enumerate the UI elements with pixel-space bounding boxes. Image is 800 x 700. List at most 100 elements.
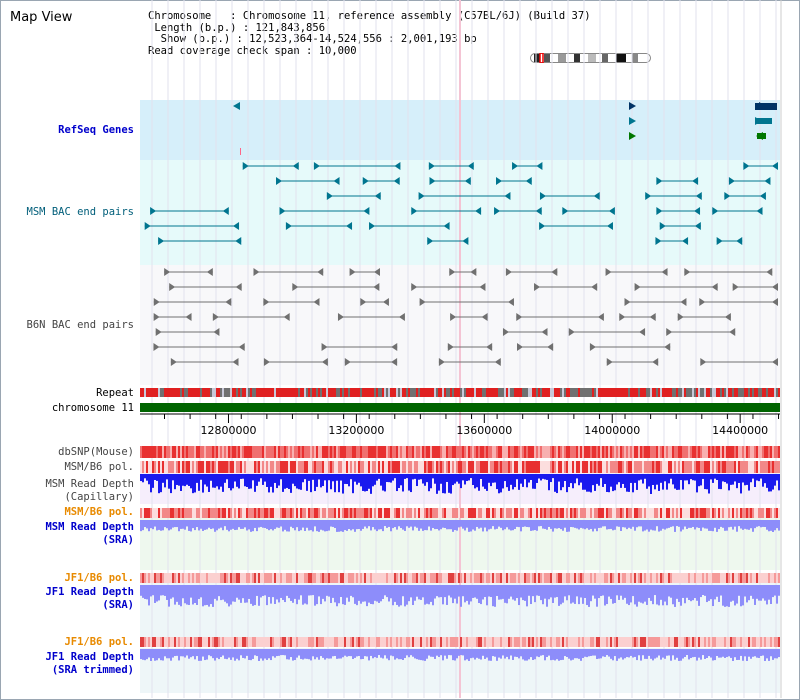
jf1-depth-sra-bar (216, 585, 218, 601)
jf1-pol-heat-cell (222, 573, 224, 583)
msm-bac-end (525, 177, 532, 185)
msm-pol-sra-heat-cell (146, 508, 148, 518)
jf1-pol-heat-cell (674, 573, 676, 583)
chromosome-value: Chromosome 11, reference assembly (C57BL… (242, 10, 591, 22)
track-label-jf1-read-depth-sra[interactable]: JF1 Read Depth (45, 586, 134, 598)
msm-pol-sra-heat-cell (196, 508, 198, 518)
jf1-pol-heat-cell (420, 573, 422, 583)
jf1-pol-trimmed-heat-cell (466, 637, 468, 647)
jf1-depth-sra-bar (546, 585, 548, 607)
jf1-pol-heat-cell (372, 573, 374, 583)
msm-bac-end (279, 207, 286, 215)
msm-depth-sra-bar (256, 520, 258, 532)
jf1-pol-trimmed-heat-cell (294, 637, 296, 647)
msm-depth-sra-bar (320, 520, 322, 530)
msm-depth-capillary-bar (628, 474, 630, 492)
track-label-jf1-read-depth-trimmed[interactable]: JF1 Read Depth (45, 651, 134, 663)
jf1-depth-sra-bar (650, 585, 652, 601)
msm-pol-heat-cell (308, 461, 310, 473)
track-label-msm-read-depth-sra[interactable]: MSM Read Depth (45, 521, 134, 533)
dbsnp-heat-cell (238, 446, 240, 458)
msm-depth-sra-bar (316, 520, 318, 532)
msm-depth-capillary-bar (346, 474, 348, 485)
msm-depth-sra-bar (322, 520, 324, 531)
jf1-pol-trimmed-heat-cell (776, 637, 778, 647)
msm-pol-heat-cell (202, 461, 204, 473)
chromosome-ideogram[interactable] (530, 53, 651, 63)
jf1-pol-trimmed-heat-cell (550, 637, 552, 647)
jf1-depth-sra-bar (278, 585, 280, 603)
jf1-depth-sra-bar (462, 585, 464, 597)
msm-bac-end (772, 162, 778, 170)
msm-depth-capillary-bar (602, 474, 604, 487)
track-label-jf1-b6-pol[interactable]: JF1/B6 pol. (64, 572, 134, 584)
jf1-depth-sra-bar (678, 585, 680, 602)
msm-pol-heat-cell (372, 461, 374, 473)
jf1-depth-trimmed-bar (356, 649, 358, 657)
repeat-segment (166, 388, 168, 397)
jf1-pol-trimmed-heat-cell (198, 637, 200, 647)
track-label-repeat[interactable]: Repeat (96, 387, 134, 399)
msm-depth-capillary-bar (618, 474, 620, 483)
jf1-pol-trimmed-heat-cell (212, 637, 214, 647)
dbsnp-heat-cell (516, 446, 518, 458)
msm-pol-heat-cell (628, 461, 630, 473)
b6n-bac-end (374, 268, 381, 276)
jf1-pol-heat-cell (380, 573, 382, 583)
jf1-depth-trimmed-bar (368, 649, 370, 661)
repeat-segment (258, 388, 260, 397)
track-label-msm-b6-pol[interactable]: MSM/B6 pol. (64, 461, 134, 473)
msm-pol-heat-cell (548, 461, 550, 473)
msm-depth-sra-bar (140, 520, 142, 532)
msm-depth-sra-bar (722, 520, 724, 528)
jf1-pol-heat-cell (270, 573, 272, 583)
jf1-pol-trimmed-heat-cell (586, 637, 588, 647)
msm-depth-capillary-bar (478, 474, 480, 491)
msm-depth-sra-bar (174, 520, 176, 528)
msm-pol-heat-cell (620, 461, 622, 473)
jf1-depth-sra-bar (228, 585, 230, 607)
msm-pol-heat-cell (294, 461, 296, 473)
track-label-chromosome[interactable]: chromosome 11 (51, 402, 134, 414)
jf1-pol-heat-cell (600, 573, 602, 583)
track-label-msm-b6-pol-sra[interactable]: MSM/B6 pol. (64, 506, 134, 518)
jf1-depth-sra-bar (572, 585, 574, 603)
msm-depth-sra-bar (588, 520, 590, 530)
track-label-jf1-b6-pol-trimmed[interactable]: JF1/B6 pol. (64, 636, 134, 648)
track-label-b6n-bac-end-pairs[interactable]: B6N BAC end pairs (26, 319, 134, 331)
repeat-segment (672, 388, 674, 397)
repeat-segment (778, 388, 780, 397)
track-label-refseq-genes[interactable]: RefSeq Genes (58, 124, 134, 136)
msm-depth-sra-bar (176, 520, 178, 528)
msm-pol-sra-heat-cell (152, 508, 154, 518)
msm-pol-sra-heat-cell (546, 508, 548, 518)
dbsnp-heat-cell (244, 446, 246, 458)
jf1-depth-sra-bar (272, 585, 274, 598)
msm-depth-sra-bar (520, 520, 522, 532)
msm-depth-sra-bar (288, 520, 290, 532)
msm-pol-heat-cell (624, 461, 626, 473)
jf1-depth-sra-bar (200, 585, 202, 598)
track-label-msm-read-depth-capillary[interactable]: MSM Read Depth (45, 478, 134, 490)
repeat-segment (524, 388, 526, 397)
jf1-depth-sra-bar (308, 585, 310, 596)
msm-pol-sra-heat-cell (662, 508, 664, 518)
dbsnp-heat-cell (622, 446, 624, 458)
b6n-bac-end (502, 328, 509, 336)
dbsnp-heat-cell (638, 446, 640, 458)
repeat-segment (688, 388, 690, 397)
jf1-pol-heat-cell (172, 573, 174, 583)
track-label-dbsnp[interactable]: dbSNP(Mouse) (58, 446, 134, 458)
msm-pol-heat-cell (652, 461, 654, 473)
track-label-msm-bac-end-pairs[interactable]: MSM BAC end pairs (26, 206, 134, 218)
repeat-segment (512, 388, 514, 397)
msm-depth-capillary-bar (504, 474, 506, 482)
jf1-depth-trimmed-bar (172, 649, 174, 658)
msm-depth-sra-bar (304, 520, 306, 531)
msm-pol-heat-cell (774, 461, 776, 473)
msm-pol-sra-heat-cell (646, 508, 648, 518)
msm-pol-sra-heat-cell (678, 508, 680, 518)
b6n-bac-end (724, 313, 731, 321)
repeat-segment (146, 388, 148, 397)
